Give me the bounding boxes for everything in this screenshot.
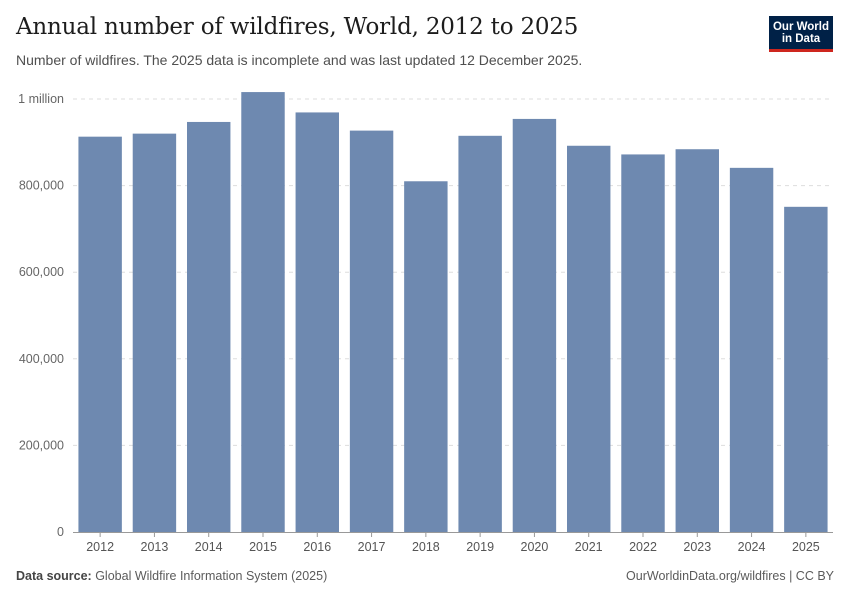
x-tick-label: 2015 bbox=[249, 540, 277, 554]
bar-2016[interactable] bbox=[295, 112, 339, 532]
owid-logo[interactable]: Our World in Data bbox=[769, 16, 833, 52]
x-tick-label: 2022 bbox=[629, 540, 657, 554]
bar-2020[interactable] bbox=[512, 118, 557, 532]
bar-2015[interactable] bbox=[241, 92, 285, 533]
x-tick-label: 2025 bbox=[792, 540, 820, 554]
x-tick-label: 2014 bbox=[195, 540, 223, 554]
y-tick-label: 0 bbox=[57, 525, 64, 539]
data-source-text[interactable]: Global Wildfire Information System (2025… bbox=[91, 569, 328, 583]
data-source-label: Data source: bbox=[16, 569, 92, 583]
bar-2014[interactable] bbox=[187, 121, 231, 532]
bar-2024[interactable] bbox=[729, 167, 774, 533]
bar-2019[interactable] bbox=[458, 135, 502, 532]
y-tick-label: 200,000 bbox=[19, 438, 64, 452]
x-tick-label: 2018 bbox=[412, 540, 440, 554]
bar-2021[interactable] bbox=[567, 145, 611, 532]
y-tick-label: 800,000 bbox=[19, 179, 64, 193]
chart-title: Annual number of wildfires, World, 2012 … bbox=[16, 14, 579, 40]
x-tick-label: 2021 bbox=[575, 540, 603, 554]
x-tick-label: 2023 bbox=[683, 540, 711, 554]
bar-2022[interactable] bbox=[621, 154, 665, 532]
x-tick-label: 2017 bbox=[358, 540, 386, 554]
y-tick-label: 400,000 bbox=[19, 352, 64, 366]
footer-credit[interactable]: OurWorldinData.org/wildfires | CC BY bbox=[626, 569, 834, 583]
bar-2025[interactable] bbox=[784, 206, 828, 532]
y-tick-label: 600,000 bbox=[19, 265, 64, 279]
bar-2017[interactable] bbox=[349, 130, 394, 532]
logo-line-2: in Data bbox=[781, 33, 821, 45]
bar-2013[interactable] bbox=[132, 133, 177, 532]
x-tick-label: 2019 bbox=[466, 540, 494, 554]
data-source: Data source: Global Wildfire Information… bbox=[16, 569, 327, 583]
x-tick-label: 2024 bbox=[738, 540, 766, 554]
bar-2023[interactable] bbox=[675, 149, 719, 532]
y-tick-label: 1 million bbox=[18, 92, 64, 106]
bar-2018[interactable] bbox=[404, 181, 448, 532]
x-tick-label: 2020 bbox=[521, 540, 549, 554]
x-tick-label: 2016 bbox=[303, 540, 331, 554]
logo-line-1: Our World bbox=[772, 21, 829, 33]
x-tick-label: 2013 bbox=[141, 540, 169, 554]
x-tick-label: 2012 bbox=[86, 540, 114, 554]
chart-subtitle: Number of wildfires. The 2025 data is in… bbox=[16, 52, 583, 68]
bar-2012[interactable] bbox=[78, 136, 122, 532]
